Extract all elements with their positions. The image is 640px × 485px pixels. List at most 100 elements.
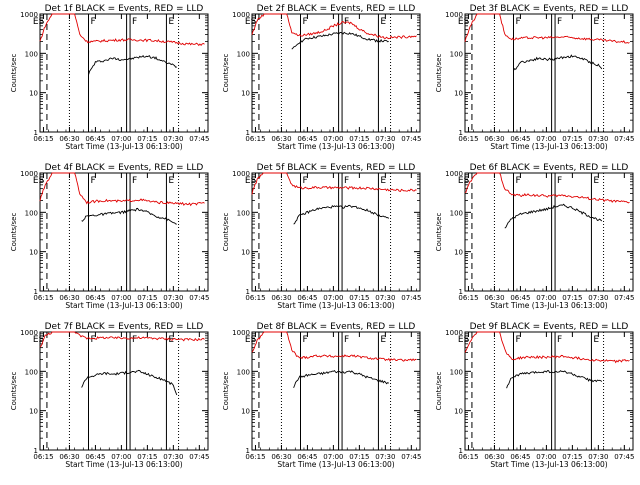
plot-frame	[464, 172, 634, 292]
chart-panel-9: Det 9f BLACK = Events, RED = LLD 1 10 100 10…	[435, 322, 634, 469]
phase-marker-label: F	[132, 17, 137, 27]
y-tick-label: 1000	[445, 11, 463, 19]
y-tick-label: 1000	[232, 329, 250, 337]
y-axis-label: Counts/sec	[10, 372, 18, 411]
phase-marker-label: F	[302, 17, 307, 27]
x-tick-label: 07:45	[614, 453, 634, 461]
phase-marker-label: ES	[33, 176, 45, 186]
y-tick-label: 1000	[20, 11, 38, 19]
x-tick-label: 07:15	[562, 135, 582, 143]
chart-title: Det 2f BLACK = Events, RED = LLD	[257, 4, 416, 14]
x-tick-label: 07:30	[163, 294, 183, 302]
x-tick-label: 07:45	[189, 294, 209, 302]
phase-marker-label: F	[132, 335, 137, 345]
phase-marker-label: F	[344, 176, 349, 186]
x-tick-label: 07:45	[189, 135, 209, 143]
plot-frame	[251, 13, 421, 133]
chart-panel-6: Det 6f BLACK = Events, RED = LLD 1 10 100 10…	[435, 163, 634, 310]
phase-marker-label: E	[593, 335, 599, 345]
y-tick-label: 1	[459, 447, 463, 455]
y-tick-label: 1000	[232, 170, 250, 178]
phase-marker-label: F	[302, 335, 307, 345]
series-line-lld	[251, 172, 417, 195]
x-tick-label: 06:45	[85, 453, 105, 461]
x-tick-label: 07:15	[562, 294, 582, 302]
chart-panel-2: Det 2f BLACK = Events, RED = LLD 1 10 100 10…	[222, 4, 421, 151]
phase-marker-label: ES	[458, 17, 470, 27]
x-tick-label: 06:45	[85, 294, 105, 302]
phase-marker-label: ES	[33, 17, 45, 27]
series-line-events	[81, 207, 177, 225]
x-tick-label: 06:15	[245, 135, 265, 143]
series-line-lld	[464, 172, 630, 204]
phase-marker-label: ES	[245, 176, 257, 186]
y-tick-label: 1000	[20, 170, 38, 178]
plot-frame	[464, 331, 634, 451]
y-tick-label: 100	[237, 209, 250, 217]
chart-panel-1: Det 1f BLACK = Events, RED = LLD 1 10 100 10…	[10, 4, 209, 151]
plot-frame	[39, 172, 209, 292]
chart-title: Det 6f BLACK = Events, RED = LLD	[470, 163, 629, 173]
y-tick-label: 10	[241, 90, 250, 98]
phase-marker-label: E	[380, 335, 386, 345]
y-axis-label: Counts/sec	[435, 213, 443, 252]
phase-marker-label: F	[302, 176, 307, 186]
phase-marker-label: F	[557, 17, 562, 27]
y-tick-label: 100	[450, 209, 463, 217]
chart-panel-4: Det 4f BLACK = Events, RED = LLD 1 10 100 10…	[10, 163, 209, 310]
x-tick-label: 07:30	[375, 294, 395, 302]
y-tick-label: 10	[241, 408, 250, 416]
x-tick-label: 06:15	[458, 294, 478, 302]
y-axis-label: Counts/sec	[222, 54, 230, 93]
x-tick-label: 07:00	[536, 135, 556, 143]
series-line-lld	[39, 172, 205, 207]
y-tick-label: 10	[454, 90, 463, 98]
y-tick-label: 1000	[445, 170, 463, 178]
x-tick-label: 07:45	[401, 294, 421, 302]
x-tick-label: 06:15	[245, 294, 265, 302]
series-line-lld	[464, 331, 630, 364]
chart-title: Det 5f BLACK = Events, RED = LLD	[257, 163, 416, 173]
y-tick-label: 1	[34, 447, 38, 455]
phase-marker-label: F	[344, 335, 349, 345]
phase-marker-label: E	[168, 176, 174, 186]
x-tick-label: 07:30	[163, 135, 183, 143]
x-tick-label: 06:30	[484, 294, 504, 302]
x-tick-label: 07:45	[401, 453, 421, 461]
phase-marker-label: F	[515, 176, 520, 186]
chart-panel-5: Det 5f BLACK = Events, RED = LLD 1 10 100 10…	[222, 163, 421, 310]
series-line-lld	[464, 13, 630, 44]
x-tick-label: 06:45	[510, 294, 530, 302]
y-tick-label: 100	[25, 209, 38, 217]
chart-title: Det 7f BLACK = Events, RED = LLD	[45, 322, 204, 332]
series-line-events	[506, 370, 603, 389]
x-tick-label: 07:30	[588, 294, 608, 302]
x-tick-label: 07:15	[137, 294, 157, 302]
y-tick-label: 1	[34, 288, 38, 296]
x-tick-label: 06:15	[458, 135, 478, 143]
plot-frame	[464, 13, 634, 133]
plot-frame	[251, 172, 421, 292]
x-tick-label: 06:30	[59, 135, 79, 143]
x-tick-label: 06:15	[458, 453, 478, 461]
x-tick-label: 06:15	[33, 453, 53, 461]
x-axis-label: Start Time (13-Jul-13 06:13:00)	[277, 460, 394, 469]
x-axis-label: Start Time (13-Jul-13 06:13:00)	[65, 460, 182, 469]
y-tick-label: 100	[25, 368, 38, 376]
series-line-events	[81, 369, 178, 396]
y-tick-label: 1	[246, 129, 250, 137]
phase-marker-label: E	[593, 17, 599, 27]
x-tick-label: 07:00	[536, 453, 556, 461]
series-line-lld	[39, 13, 205, 47]
y-axis-label: Counts/sec	[10, 54, 18, 93]
x-tick-label: 06:30	[271, 135, 291, 143]
x-tick-label: 06:45	[510, 135, 530, 143]
x-tick-label: 07:00	[536, 294, 556, 302]
chart-panel-8: Det 8f BLACK = Events, RED = LLD 1 10 100 10…	[222, 322, 421, 469]
x-tick-label: 07:15	[562, 453, 582, 461]
x-tick-label: 07:45	[614, 135, 634, 143]
chart-panel-7: Det 7f BLACK = Events, RED = LLD 1 10 100 10…	[10, 322, 209, 469]
phase-marker-label: F	[515, 17, 520, 27]
x-axis-label: Start Time (13-Jul-13 06:13:00)	[277, 142, 394, 151]
